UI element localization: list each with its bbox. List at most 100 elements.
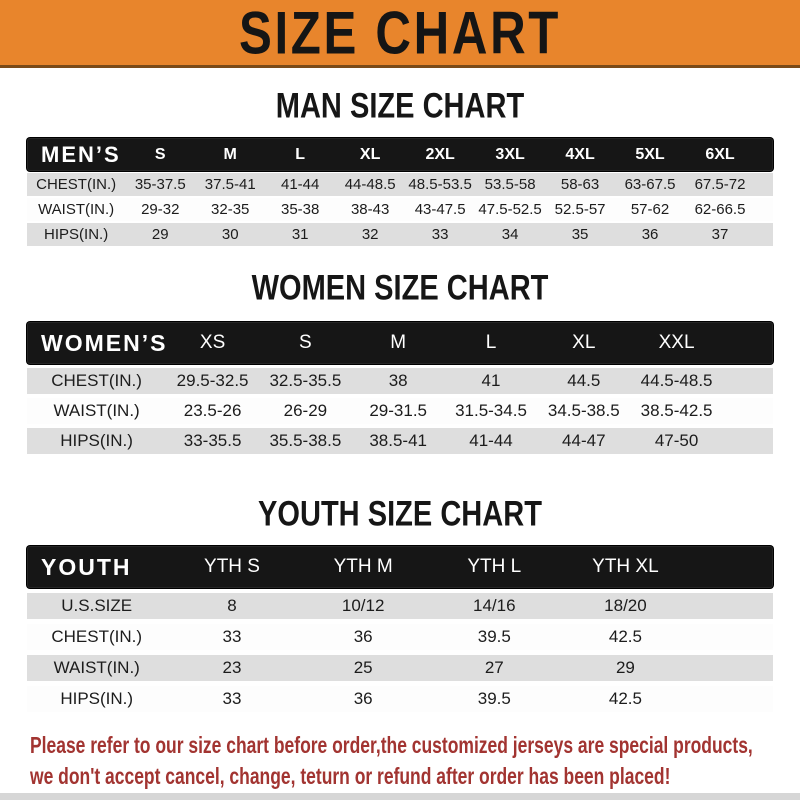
men-section-heading: MAN SIZE CHART	[275, 85, 525, 126]
table-cell: 33	[431, 226, 449, 243]
row-label: HIPS(IN.)	[44, 226, 109, 243]
table-cell: 62-66.5	[694, 201, 746, 218]
row-label: CHEST(IN.)	[51, 627, 143, 646]
table-cell: 18/20	[604, 596, 647, 615]
women-size-column-s: S	[299, 332, 312, 353]
table-cell: 36	[641, 226, 659, 243]
table-cell: 8	[227, 596, 237, 615]
men-table-header-row: MEN’S S M L XL 2XL 3XL 4XL 5XL 6XL	[27, 138, 773, 171]
youth-row-u-s-size: U.S.SIZE 8 10/12 14/16 18/20	[27, 593, 773, 619]
table-cell: 33-35.5	[183, 431, 242, 450]
youth-row-waist-in: WAIST(IN.) 23 25 27 29	[27, 655, 773, 681]
table-cell: 32	[361, 226, 379, 243]
table-cell: 32-35	[211, 201, 250, 218]
table-cell: 53.5-58	[484, 176, 536, 193]
table-cell: 39.5	[477, 627, 511, 646]
row-label: HIPS(IN.)	[60, 431, 133, 450]
table-cell: 27	[484, 658, 504, 677]
youth-table-title: YOUTH	[41, 553, 132, 580]
table-cell: 38.5-41	[369, 431, 428, 450]
table-cell: 31.5-34.5	[455, 401, 527, 420]
youth-section-heading: YOUTH SIZE CHART	[258, 493, 542, 534]
table-cell: 43-47.5	[414, 201, 466, 218]
youth-table-header-row: YOUTH YTH S YTH M YTH L YTH XL	[27, 546, 773, 588]
table-cell: 38	[388, 371, 408, 390]
youth-row-chest-in: CHEST(IN.) 33 36 39.5 42.5	[27, 624, 773, 650]
table-cell: 38.5-42.5	[640, 401, 713, 420]
table-cell: 44-47	[562, 431, 606, 450]
table-cell: 23	[222, 658, 242, 677]
disclaimer-line-1: Please refer to our size chart before or…	[30, 732, 753, 758]
men-size-table: MEN’S S M L XL 2XL 3XL 4XL 5XL 6XL CHEST(IN.) 35-37…	[27, 138, 773, 246]
women-row-chest-in: CHEST(IN.) 29.5-32.5 32.5-35.5 38 41 44.5 44.5…	[27, 368, 773, 394]
row-label: WAIST(IN.)	[38, 201, 115, 218]
table-cell: 44.5-48.5	[640, 371, 713, 390]
table-cell: 14/16	[473, 596, 516, 615]
men-size-column-m: M	[223, 145, 237, 163]
women-row-waist-in: WAIST(IN.) 23.5-26 26-29 29-31.5 31.5-34.5 34…	[27, 398, 773, 424]
men-size-column-s: S	[154, 145, 166, 163]
table-cell: 48.5-53.5	[408, 176, 472, 193]
row-label: CHEST(IN.)	[36, 176, 117, 193]
men-size-column-l: L	[295, 145, 306, 163]
table-cell: 25	[353, 658, 373, 677]
table-cell: 41	[481, 371, 501, 390]
table-cell: 33	[222, 627, 242, 646]
row-label: HIPS(IN.)	[60, 689, 134, 708]
table-cell: 33	[222, 689, 242, 708]
table-cell: 29	[615, 658, 635, 677]
men-size-column-6xl: 6XL	[705, 145, 735, 163]
table-cell: 35.5-38.5	[269, 431, 342, 450]
table-cell: 37	[711, 226, 729, 243]
table-cell: 32.5-35.5	[269, 371, 342, 390]
men-table-title: MEN’S	[41, 141, 121, 167]
women-size-column-xxl: XXL	[658, 332, 695, 353]
women-table-header-row: WOMEN’S XS S M L XL XXL	[27, 322, 773, 364]
men-row-waist-in: WAIST(IN.) 29-32 32-35 35-38 38-43 43-47.5 47.…	[27, 198, 773, 221]
men-size-column-xl: XL	[359, 145, 381, 163]
table-cell: 42.5	[608, 689, 642, 708]
table-cell: 35-38	[281, 201, 320, 218]
youth-size-column-yth-m: YTH M	[333, 556, 393, 577]
row-label: WAIST(IN.)	[53, 658, 140, 677]
women-row-hips-in: HIPS(IN.) 33-35.5 35.5-38.5 38.5-41 41-44 44-…	[27, 428, 773, 454]
table-cell: 39.5	[477, 689, 511, 708]
table-cell: 37.5-41	[204, 176, 256, 193]
women-section-heading: WOMEN SIZE CHART	[251, 267, 549, 308]
women-table-title: WOMEN’S	[41, 329, 168, 356]
table-cell: 29-32	[141, 201, 180, 218]
row-label: CHEST(IN.)	[51, 371, 142, 390]
men-size-column-5xl: 5XL	[635, 145, 665, 163]
table-cell: 42.5	[608, 627, 642, 646]
table-cell: 31	[291, 226, 309, 243]
footer-disclaimer: Please refer to our size chart before or…	[30, 730, 800, 792]
table-cell: 58-63	[560, 176, 600, 193]
disclaimer-line-2: we don't accept cancel, change, teturn o…	[30, 763, 671, 789]
men-size-column-4xl: 4XL	[565, 145, 595, 163]
table-cell: 23.5-26	[183, 401, 242, 420]
youth-size-column-yth-s: YTH S	[204, 556, 260, 577]
men-size-column-3xl: 3XL	[495, 145, 525, 163]
table-cell: 36	[353, 627, 373, 646]
banner: SIZE CHART	[0, 0, 800, 68]
banner-title: SIZE CHART	[238, 0, 562, 67]
table-cell: 29-31.5	[369, 401, 428, 420]
table-cell: 29	[151, 226, 169, 243]
table-cell: 35	[571, 226, 589, 243]
table-cell: 30	[221, 226, 239, 243]
youth-row-hips-in: HIPS(IN.) 33 36 39.5 42.5	[27, 686, 773, 712]
table-cell: 38-43	[350, 201, 390, 218]
table-cell: 26-29	[283, 401, 328, 420]
table-cell: 44-48.5	[344, 176, 396, 193]
row-label: U.S.SIZE	[61, 596, 133, 615]
table-cell: 34	[501, 226, 519, 243]
men-size-column-2xl: 2XL	[425, 145, 455, 163]
table-cell: 67.5-72	[694, 176, 746, 193]
table-cell: 41-44	[281, 176, 320, 193]
women-size-table: WOMEN’S XS S M L XL XXL CHEST(IN.) 29.5-32.5 32.5…	[27, 322, 773, 454]
table-cell: 47.5-52.5	[478, 201, 542, 218]
table-cell: 36	[353, 689, 373, 708]
women-size-column-l: L	[485, 332, 497, 353]
women-size-column-m: M	[390, 332, 407, 353]
table-cell: 35-37.5	[134, 176, 186, 193]
